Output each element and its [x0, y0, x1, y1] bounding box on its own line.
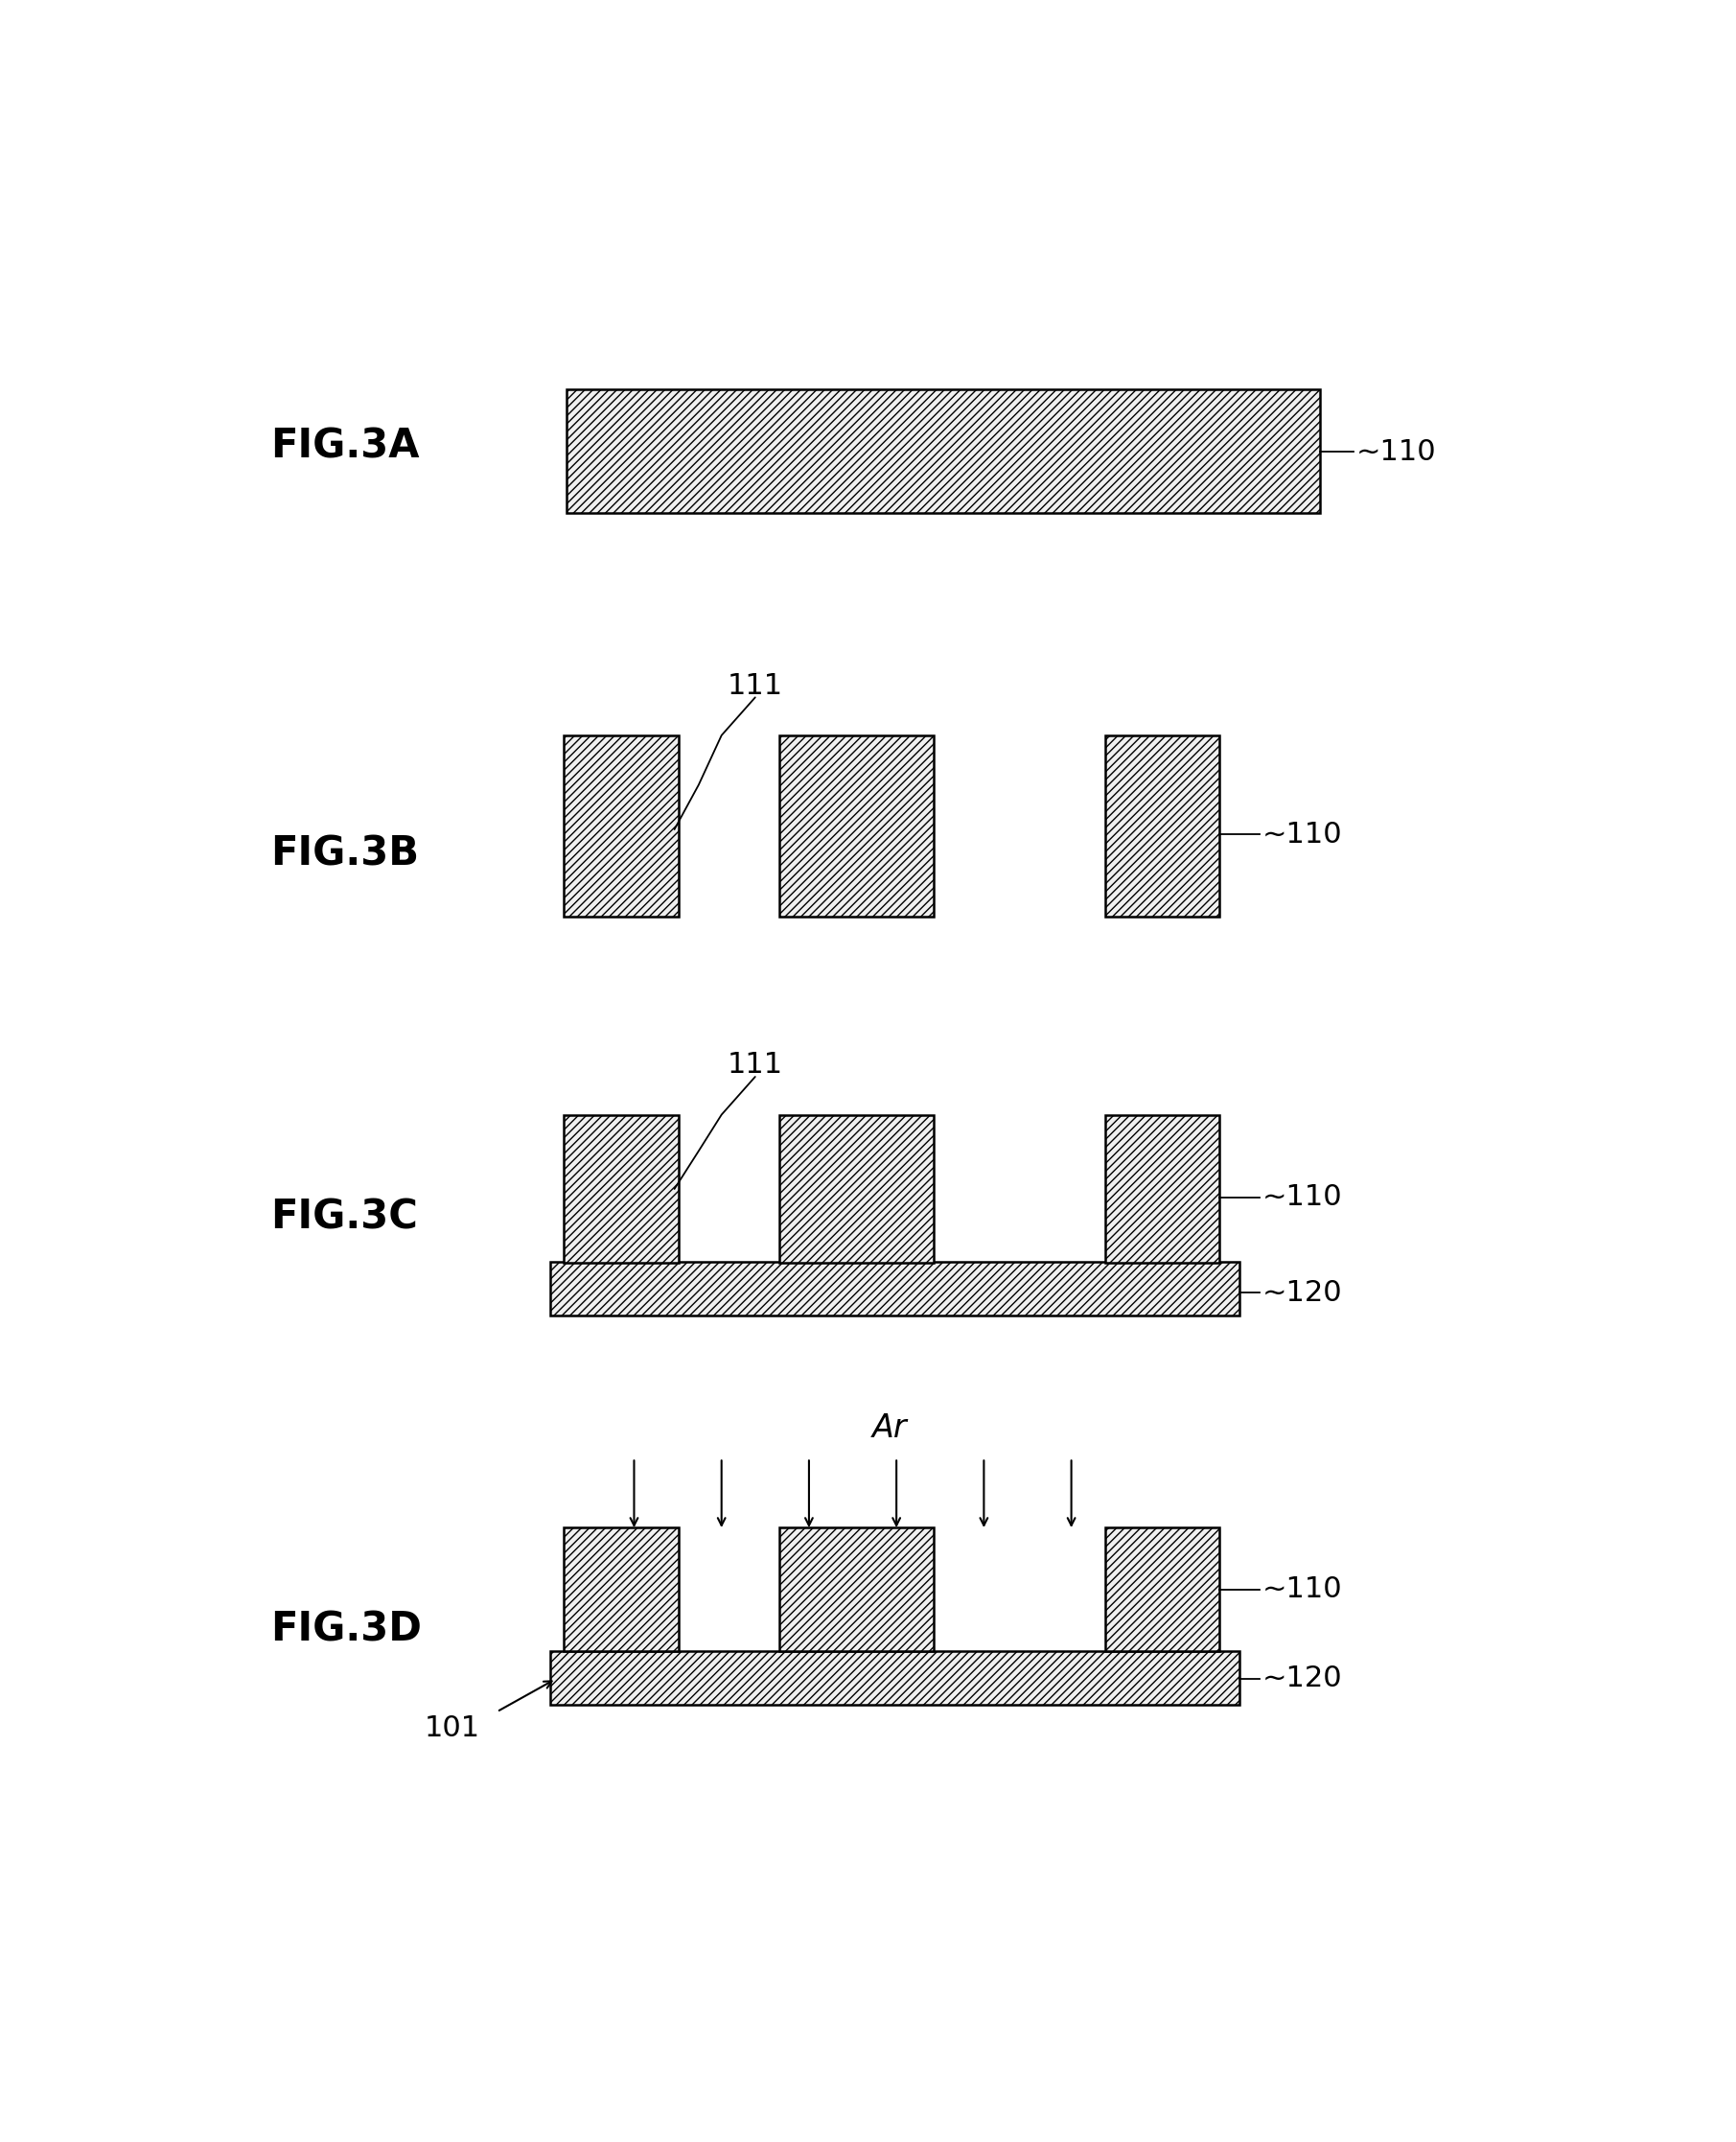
Bar — [779, 735, 934, 917]
Text: ~110: ~110 — [1262, 1577, 1342, 1604]
Text: ~110: ~110 — [1262, 820, 1342, 848]
Text: 111: 111 — [727, 673, 783, 700]
Bar — [550, 1262, 1240, 1315]
Bar — [550, 1651, 1240, 1705]
Text: FIG.3A: FIG.3A — [271, 426, 420, 467]
Text: ~110: ~110 — [1262, 1182, 1342, 1210]
Bar — [564, 735, 679, 917]
Text: ~120: ~120 — [1262, 1279, 1342, 1307]
Bar — [568, 390, 1321, 512]
Bar — [1106, 1114, 1219, 1264]
Bar — [779, 1114, 934, 1264]
Bar — [779, 1527, 934, 1651]
Bar — [564, 1114, 679, 1264]
Text: FIG.3C: FIG.3C — [271, 1197, 418, 1238]
Text: 101: 101 — [425, 1714, 481, 1741]
Bar — [1106, 1527, 1219, 1651]
Bar — [1106, 735, 1219, 917]
Text: ~110: ~110 — [1356, 437, 1437, 465]
Text: 111: 111 — [727, 1052, 783, 1080]
Text: FIG.3B: FIG.3B — [271, 833, 420, 874]
Text: ~120: ~120 — [1262, 1664, 1342, 1692]
Text: Ar: Ar — [871, 1412, 908, 1444]
Text: FIG.3D: FIG.3D — [271, 1609, 422, 1649]
Bar — [564, 1527, 679, 1651]
